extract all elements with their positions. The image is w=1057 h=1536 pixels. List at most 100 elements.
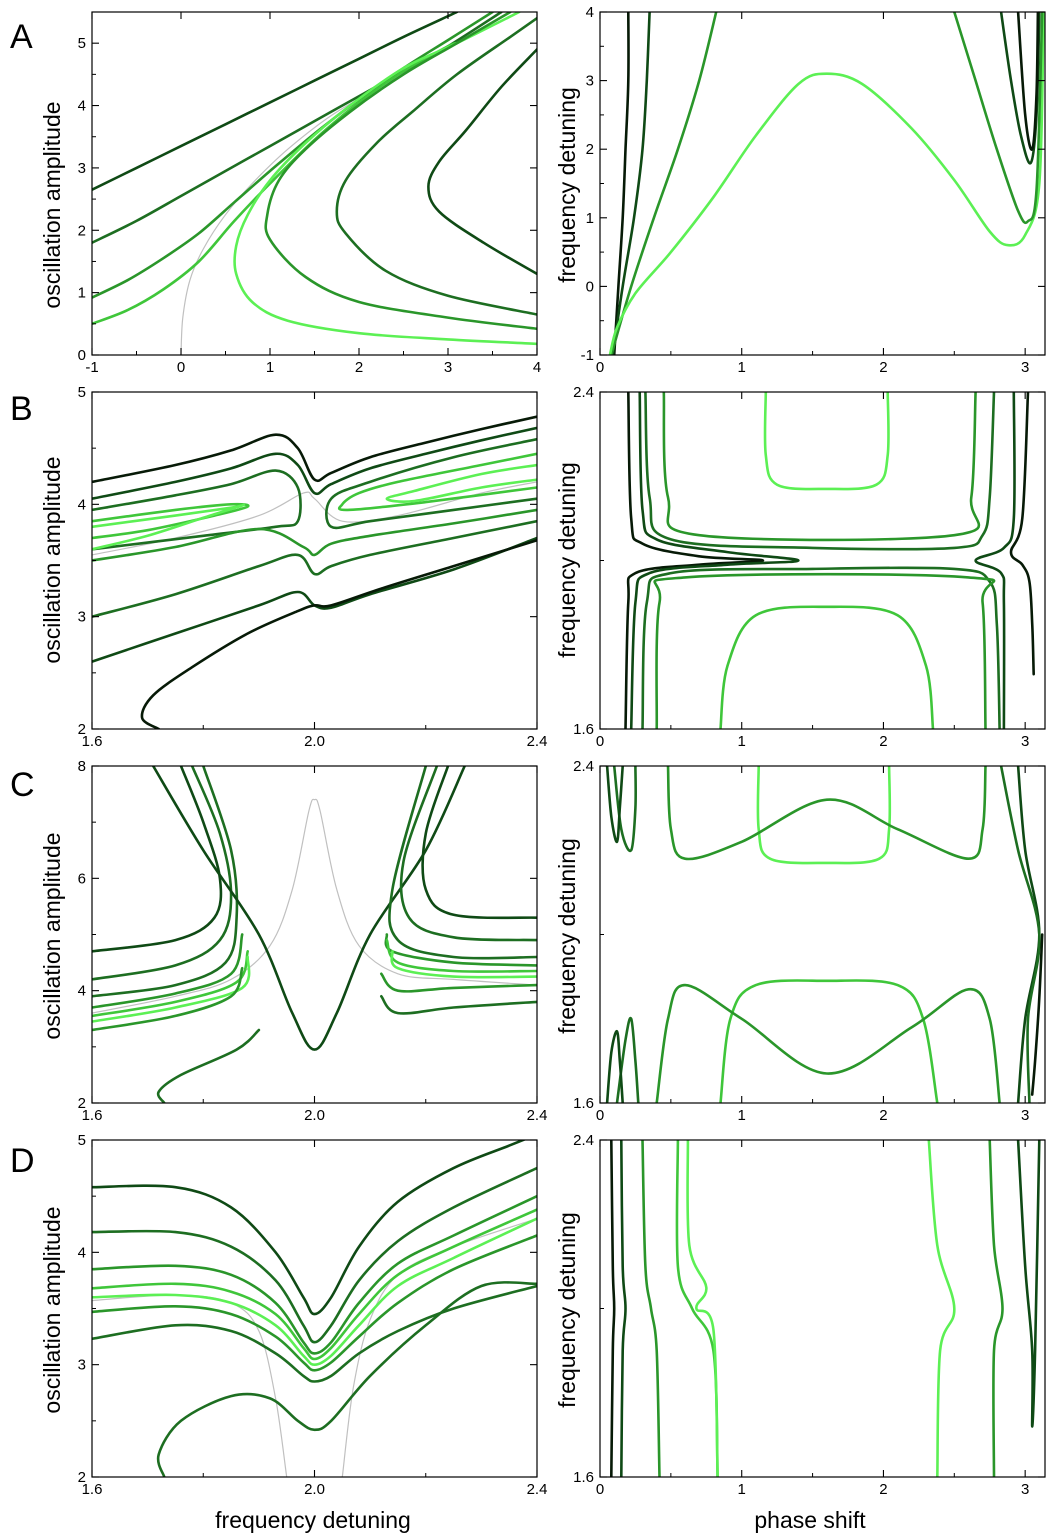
y-tick-label: 2 bbox=[78, 1095, 86, 1112]
series-line-14 bbox=[385, 938, 537, 973]
panel-letter-b: B bbox=[10, 390, 33, 428]
series-line-2 bbox=[610, 12, 718, 355]
series-line-6 bbox=[92, 955, 251, 1023]
x-tick-label: 0 bbox=[177, 359, 185, 376]
series-line-1 bbox=[92, 415, 537, 484]
y-tick-label: 1 bbox=[78, 285, 86, 302]
right-xlabel: phase shift bbox=[754, 1507, 866, 1533]
series-line-6 bbox=[605, 766, 624, 844]
plot-frame bbox=[599, 1139, 1046, 1478]
series-group bbox=[92, 1140, 537, 1477]
panel-letter-d: D bbox=[10, 1142, 35, 1180]
x-tick-label: 1 bbox=[738, 733, 746, 750]
left-ylabel-c: oscillation amplitude bbox=[39, 832, 65, 1039]
series-line-2 bbox=[666, 766, 987, 861]
series-line-17 bbox=[380, 995, 537, 1015]
series-line-6 bbox=[988, 1140, 1004, 1477]
x-tick-label: 1 bbox=[266, 359, 274, 376]
left-xlabel: frequency detuning bbox=[215, 1507, 411, 1533]
right-ylabel-b: frequency detuning bbox=[554, 462, 580, 658]
series-line-7 bbox=[92, 966, 244, 1032]
y-tick-label: 5 bbox=[78, 35, 86, 52]
series-line-6 bbox=[719, 605, 935, 729]
y-tick-label: 1.6 bbox=[573, 1095, 594, 1112]
series-line-4 bbox=[92, 933, 244, 1009]
backbone-curve bbox=[180, 42, 458, 355]
series-line-12 bbox=[388, 766, 537, 960]
y-tick-label: 4 bbox=[78, 496, 86, 513]
y-tick-label: 5 bbox=[78, 384, 86, 401]
y-tick-label: 2.4 bbox=[573, 384, 594, 401]
series-line-8 bbox=[427, 48, 537, 276]
x-tick-label: 2.0 bbox=[304, 1481, 325, 1498]
series-line-7 bbox=[605, 1030, 624, 1103]
series-group bbox=[92, 415, 537, 729]
x-tick-label: 1 bbox=[738, 1107, 746, 1124]
y-tick-label: 5 bbox=[78, 1132, 86, 1149]
y-tick-label: 1 bbox=[586, 210, 594, 227]
plot-c-left: 1.6 2.0 2.4 2 4 6 8 bbox=[78, 758, 548, 1124]
x-tick-label: 1.6 bbox=[82, 733, 103, 750]
series-line-0 bbox=[756, 766, 892, 865]
series-line-13 bbox=[384, 933, 537, 967]
series-line-1 bbox=[92, 766, 223, 953]
x-tick-label: 4 bbox=[533, 359, 541, 376]
y-tick-label: 2 bbox=[78, 721, 86, 738]
x-tick-label: 2.4 bbox=[527, 1107, 548, 1124]
y-tick-label: 3 bbox=[78, 160, 86, 177]
series-group bbox=[624, 392, 1035, 729]
series-line-0 bbox=[610, 1140, 616, 1477]
x-tick-label: 2.0 bbox=[304, 733, 325, 750]
series-line-11 bbox=[399, 766, 537, 942]
series-line-6 bbox=[264, 12, 537, 331]
backbone-curve bbox=[92, 798, 537, 1014]
y-tick-label: 2.4 bbox=[573, 1132, 594, 1149]
plot-d-left: 1.6 2.0 2.4 2 3 4 5 bbox=[78, 1132, 548, 1498]
y-tick-label: 8 bbox=[78, 758, 86, 775]
y-tick-label: 3 bbox=[78, 1357, 86, 1374]
x-tick-label: 3 bbox=[1021, 359, 1029, 376]
backbone-curve bbox=[341, 1218, 537, 1477]
series-line-2 bbox=[641, 566, 1001, 729]
y-tick-label: 0 bbox=[586, 278, 594, 295]
series-line-10 bbox=[1030, 933, 1044, 1096]
x-tick-label: 2 bbox=[879, 359, 887, 376]
x-tick-label: -1 bbox=[85, 359, 98, 376]
plot-frame bbox=[91, 1139, 538, 1478]
x-tick-label: 0 bbox=[596, 1107, 604, 1124]
series-line-15 bbox=[390, 950, 537, 979]
series-line-8 bbox=[156, 1028, 261, 1103]
right-ylabel-c: frequency detuning bbox=[554, 838, 580, 1034]
series-line-3 bbox=[92, 12, 494, 299]
series-group bbox=[605, 766, 1044, 1103]
x-tick-label: 2 bbox=[879, 1107, 887, 1124]
y-tick-label: 4 bbox=[78, 98, 86, 115]
series-line-1 bbox=[629, 392, 800, 729]
x-tick-label: 0 bbox=[596, 733, 604, 750]
series-group bbox=[92, 12, 537, 355]
series-line-0 bbox=[624, 392, 765, 729]
y-tick-label: 4 bbox=[78, 1244, 86, 1261]
y-tick-label: 2 bbox=[78, 222, 86, 239]
series-line-1 bbox=[719, 979, 939, 1103]
series-line-3 bbox=[92, 469, 302, 551]
right-ylabel-d: frequency detuning bbox=[554, 1212, 580, 1408]
right-ylabel-a: frequency detuning bbox=[554, 87, 580, 283]
series-line-4 bbox=[953, 12, 1044, 225]
series-line-10 bbox=[92, 519, 537, 618]
y-tick-label: 2 bbox=[78, 1469, 86, 1486]
series-line-4 bbox=[92, 1194, 537, 1355]
series-line-5 bbox=[615, 1016, 640, 1103]
plot-b-left: 1.6 2.0 2.4 2 3 4 5 bbox=[78, 384, 548, 750]
x-tick-label: 2.4 bbox=[527, 733, 548, 750]
series-line-6 bbox=[337, 452, 537, 512]
x-tick-label: 1.6 bbox=[82, 1107, 103, 1124]
series-line-9 bbox=[1009, 392, 1035, 676]
y-tick-label: 4 bbox=[78, 983, 86, 1000]
series-line-7 bbox=[92, 503, 246, 551]
series-line-3 bbox=[92, 766, 239, 998]
series-line-3 bbox=[608, 12, 1045, 355]
y-tick-label: 2 bbox=[586, 141, 594, 158]
series-line-8 bbox=[974, 392, 1016, 729]
plot-d-right: 0 1 2 3 1.6 2.4 bbox=[573, 1132, 1046, 1498]
